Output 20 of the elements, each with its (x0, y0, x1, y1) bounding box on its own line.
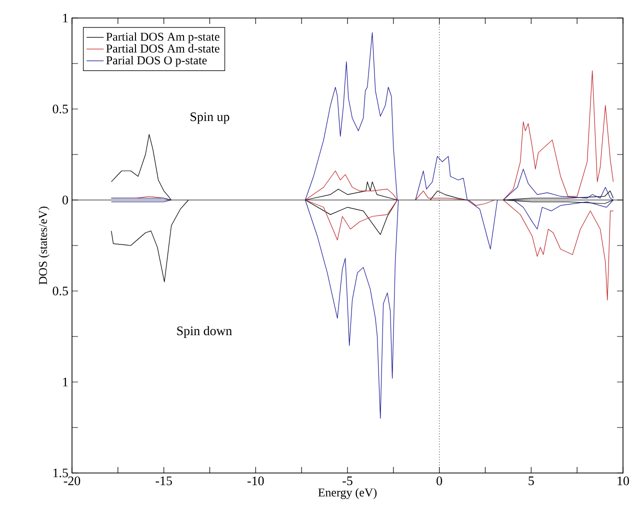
x-tick-label: -20 (64, 476, 80, 486)
y-axis-title: DOS (states/eV) (38, 206, 50, 284)
legend-label: Partial DOS Am p-state (106, 32, 220, 44)
y-tick-label: 0.5 (52, 104, 68, 114)
x-tick-label: -10 (248, 476, 264, 486)
y-tick-label: 0 (62, 196, 68, 204)
legend-label: Partial DOS Am d-state (106, 44, 220, 53)
y-tick-label: 1 (63, 14, 68, 22)
x-tick-label: 10 (618, 476, 629, 486)
y-tick-label: 1 (63, 378, 68, 386)
legend-label: Parial DOS O p-state (106, 56, 207, 67)
x-tick-label: -5 (342, 476, 352, 486)
y-tick-label: 1.5 (53, 468, 68, 478)
x-tick-label: -15 (156, 476, 172, 486)
annotation: Spin down (177, 326, 232, 338)
x-axis-title: Energy (eV) (318, 488, 377, 499)
x-tick-label: 0 (436, 476, 442, 486)
x-tick-label: 5 (528, 476, 534, 486)
annotation: Spin up (190, 112, 230, 124)
y-tick-label: 0.5 (52, 286, 68, 296)
